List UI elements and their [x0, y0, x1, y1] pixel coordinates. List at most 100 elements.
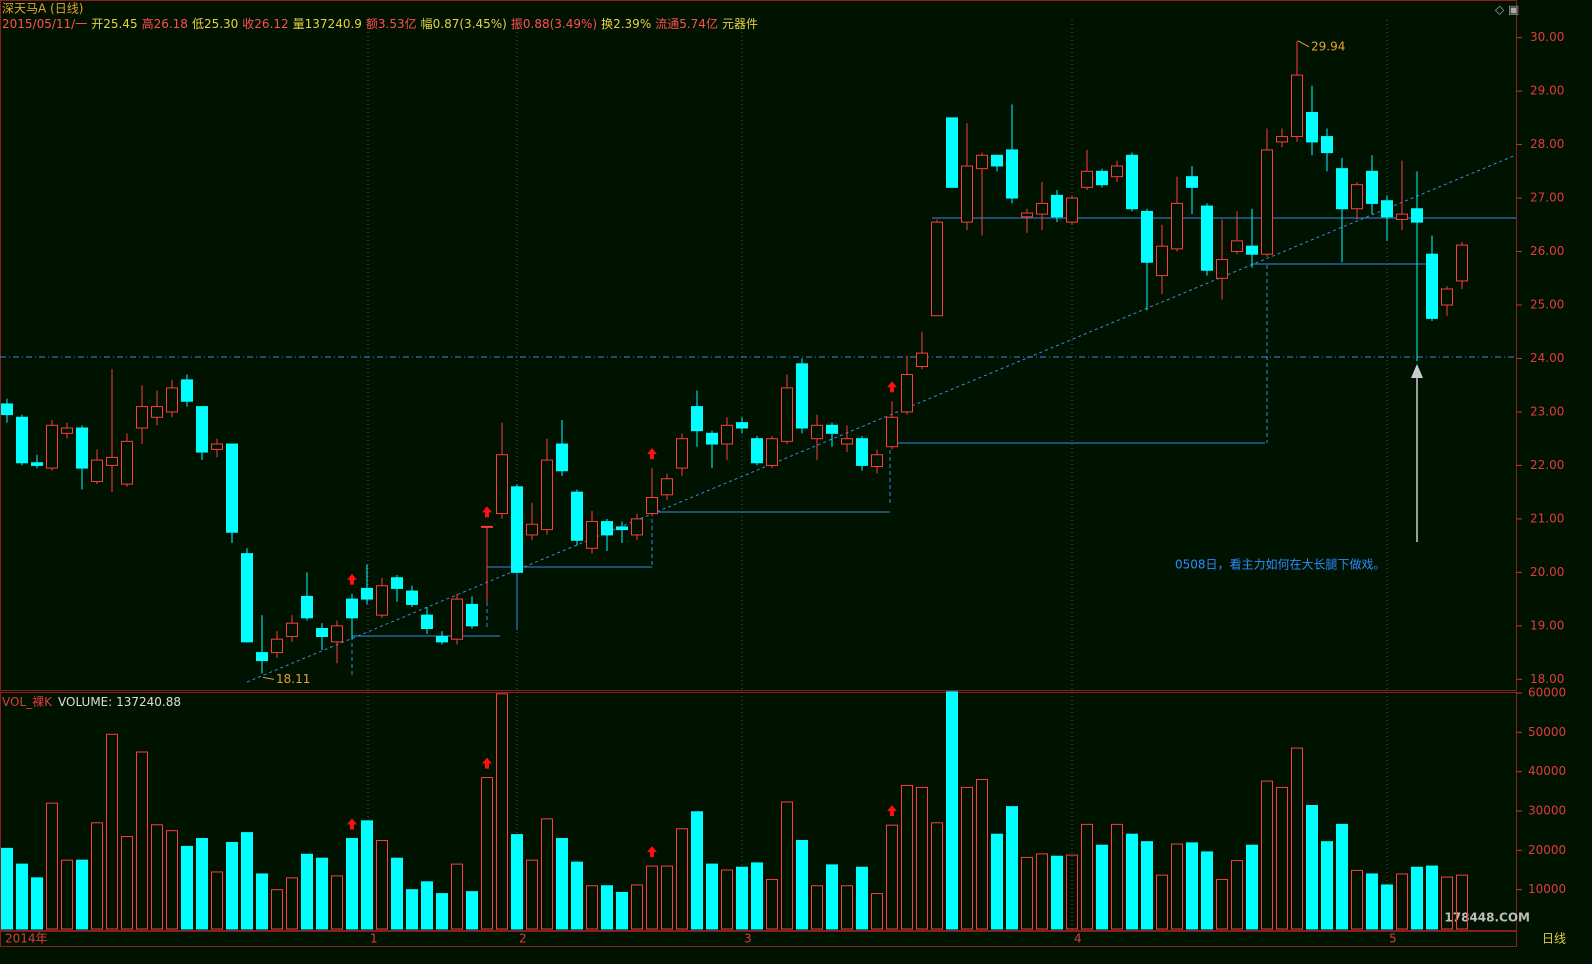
y-tick-label: 27.00: [1530, 191, 1564, 205]
candle-body: [211, 443, 223, 450]
volume-bar: [1051, 855, 1063, 930]
price-panel: [0, 0, 1517, 691]
signal-arrow: [347, 573, 357, 585]
volume-bar: [226, 841, 238, 930]
candle-body: [1426, 253, 1438, 319]
candle-body: [376, 585, 388, 616]
low-label: 18.11: [276, 672, 310, 686]
info-item: 元器件: [722, 17, 758, 31]
vol-tick-label: 10000: [1528, 882, 1566, 896]
candle-body: [421, 614, 433, 630]
volume-bar: [796, 840, 808, 930]
candle-body: [1186, 176, 1198, 188]
legend-item: VOL_裸K: [2, 694, 53, 709]
candle-body: [541, 459, 553, 531]
candle-body: [1141, 210, 1153, 263]
candle-body: [1396, 213, 1408, 220]
y-tick-label: 25.00: [1530, 298, 1564, 312]
volume-bar: [76, 859, 88, 930]
volume-bar: [1006, 806, 1018, 930]
volume-bar: [1066, 854, 1078, 930]
candle-body: [721, 424, 733, 445]
vol-tick-label: 40000: [1528, 764, 1566, 778]
info-item: 收26.12: [242, 17, 288, 31]
vol-tick-label: 60000: [1528, 686, 1566, 700]
y-tick-label: 30.00: [1530, 30, 1564, 44]
volume-bar: [1441, 876, 1453, 930]
info-item: 幅0.87(3.45%): [421, 16, 507, 31]
volume-bar: [301, 853, 313, 930]
candle-body: [451, 598, 463, 640]
volume-bar: [481, 777, 493, 930]
high-pointer: [1297, 40, 1310, 48]
candle-body: [871, 454, 883, 467]
volume-bar: [811, 885, 823, 930]
info-item: 振0.88(3.49%): [511, 17, 597, 31]
volume-bar: [1276, 786, 1288, 930]
candle-body: [916, 352, 928, 367]
volume-bar: [1396, 873, 1408, 930]
signal-arrow: [887, 381, 897, 393]
candle-body: [1081, 170, 1093, 188]
candle-body: [1231, 240, 1243, 253]
volume-bar: [421, 881, 433, 930]
candle-body: [856, 438, 868, 466]
volume-bar: [1336, 823, 1348, 930]
y-tick-label: 18.00: [1530, 672, 1564, 686]
volume-bar: [286, 877, 298, 930]
candle-body: [1111, 165, 1123, 178]
candle-body: [61, 427, 73, 434]
volume-bar: [1426, 865, 1438, 930]
candle-body: [166, 387, 178, 413]
volume-bar: [946, 691, 958, 930]
volume-bar: [901, 784, 913, 930]
candle-body: [91, 459, 103, 482]
y-tick-label: 28.00: [1530, 137, 1564, 151]
chart-title: 深天马A (日线): [2, 2, 83, 16]
volume-bar: [736, 866, 748, 930]
volume-bar: [136, 751, 148, 930]
candle-body: [1006, 149, 1018, 199]
volume-bar: [1411, 866, 1423, 930]
candle-body: [1171, 202, 1183, 250]
x-tick-label: 4: [1074, 932, 1082, 946]
high-label: 29.94: [1311, 39, 1345, 53]
volume-bar: [31, 877, 43, 930]
info-item: 开25.45: [91, 17, 137, 31]
candle-body: [1381, 200, 1393, 218]
volume-bar: [1246, 844, 1258, 930]
candle-body: [1096, 170, 1108, 186]
volume-bar: [706, 863, 718, 930]
y-tick-label: 21.00: [1530, 511, 1564, 525]
legend-item: VOLUME: 137240.88: [58, 695, 181, 709]
annotation: 0508日，看主力如何在大长腿下做戏。: [1175, 557, 1386, 572]
info-item: 换2.39%: [601, 17, 651, 31]
candle-body: [526, 523, 538, 536]
candle-body: [76, 427, 88, 469]
volume-bar: [1261, 780, 1273, 930]
y-tick-label: 24.00: [1530, 351, 1564, 365]
candle-body: [1036, 202, 1048, 215]
candle-body: [271, 638, 283, 654]
volume-bar: [1081, 823, 1093, 930]
low-pointer: [262, 676, 275, 680]
volume-bar: [451, 863, 463, 930]
candle-body: [226, 443, 238, 533]
signal-arrow: [482, 506, 492, 518]
volume-bar: [361, 820, 373, 930]
y-tick-label: 26.00: [1530, 244, 1564, 258]
candle-body: [586, 521, 598, 549]
volume-bar: [346, 838, 358, 930]
candle-body: [811, 424, 823, 440]
info-item: 高26.18: [142, 16, 188, 31]
candle-body: [436, 636, 448, 643]
x-tick-label: 2: [519, 932, 527, 946]
candle-body: [406, 590, 418, 605]
candle-body: [316, 628, 328, 638]
candle-body: [946, 117, 958, 188]
volume-bar: [676, 828, 688, 930]
volume-bar: [271, 889, 283, 930]
candle-body: [661, 478, 673, 496]
volume-bar: [976, 779, 988, 930]
